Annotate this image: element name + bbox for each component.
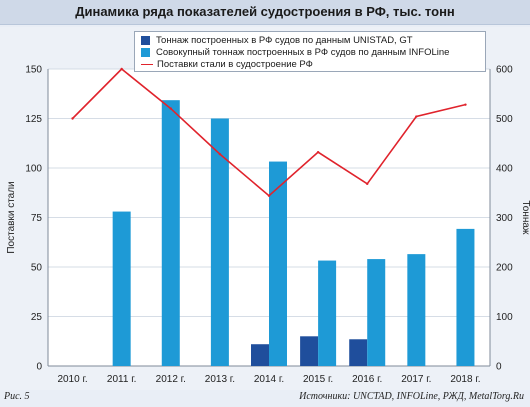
bar (367, 259, 386, 366)
line-point (120, 67, 123, 71)
y2-tick-label: 200 (496, 263, 513, 274)
legend-label-unistad: Тоннаж построенных в РФ судов по данным … (156, 34, 413, 46)
x-tick-label: 2010 г. (57, 374, 87, 385)
y-tick-label: 50 (31, 263, 43, 274)
y-tick-label: 150 (25, 65, 42, 76)
title-bar: Динамика ряда показателей судостроения в… (0, 0, 530, 25)
legend-item-steel: Поставки стали в судостроение РФ (141, 58, 313, 70)
legend-label-steel: Поставки стали в судостроение РФ (157, 58, 313, 70)
y-tick-label: 125 (25, 114, 42, 125)
y2-tick-label: 0 (496, 362, 502, 373)
x-tick-label: 2014 г. (254, 374, 284, 385)
bar (210, 118, 229, 366)
y2-tick-label: 600 (496, 65, 513, 76)
y2-tick-label: 500 (496, 114, 513, 125)
bar (349, 339, 368, 366)
y2-axis-title: Тоннаж (520, 200, 530, 234)
legend-swatch-infoline (141, 47, 150, 57)
bar (251, 344, 269, 366)
x-tick-label: 2018 г. (450, 374, 480, 385)
figure-label: Рис. 5 (4, 391, 30, 402)
bar (318, 260, 337, 366)
x-tick-label: 2015 г. (303, 374, 333, 385)
line-point (415, 115, 418, 118)
y2-tick-label: 400 (496, 164, 513, 175)
bar (407, 254, 426, 366)
legend: Тоннаж построенных в РФ судов по данным … (134, 31, 486, 72)
bar (300, 336, 319, 366)
x-tick-label: 2013 г. (205, 374, 235, 385)
x-tick-label: 2011 г. (107, 374, 137, 385)
legend-swatch-unistad (141, 35, 150, 45)
line-point (366, 182, 369, 186)
y-tick-label: 100 (25, 164, 42, 175)
x-tick-label: 2017 г. (401, 374, 431, 385)
y-tick-label: 75 (31, 213, 43, 224)
y-tick-label: 0 (36, 362, 42, 373)
x-tick-label: 2016 г. (352, 374, 382, 385)
line-point (71, 117, 74, 120)
y-tick-label: 25 (31, 312, 43, 323)
legend-swatch-steel (141, 63, 153, 65)
bar (456, 228, 475, 366)
line-point (218, 152, 222, 156)
bar (112, 211, 131, 366)
line-point (169, 107, 172, 110)
sources-note: Источники: UNCTAD, INFOLine, РЖД, MetalT… (299, 391, 524, 402)
bar (161, 100, 180, 366)
line-point (267, 194, 271, 197)
y-axis-title: Поставки стали (6, 181, 17, 253)
x-tick-label: 2012 г. (156, 374, 186, 385)
bar (269, 161, 287, 366)
chart-title: Динамика ряда показателей судостроения в… (75, 4, 455, 19)
legend-item-infoline: Совокупный тоннаж построенных в РФ судов… (141, 46, 449, 58)
y2-tick-label: 300 (496, 213, 513, 224)
y2-tick-label: 100 (496, 312, 513, 323)
line-point (464, 103, 467, 106)
legend-item-unistad: Тоннаж построенных в РФ судов по данным … (141, 34, 413, 46)
legend-label-infoline: Совокупный тоннаж построенных в РФ судов… (156, 46, 450, 58)
line-point (316, 150, 320, 154)
